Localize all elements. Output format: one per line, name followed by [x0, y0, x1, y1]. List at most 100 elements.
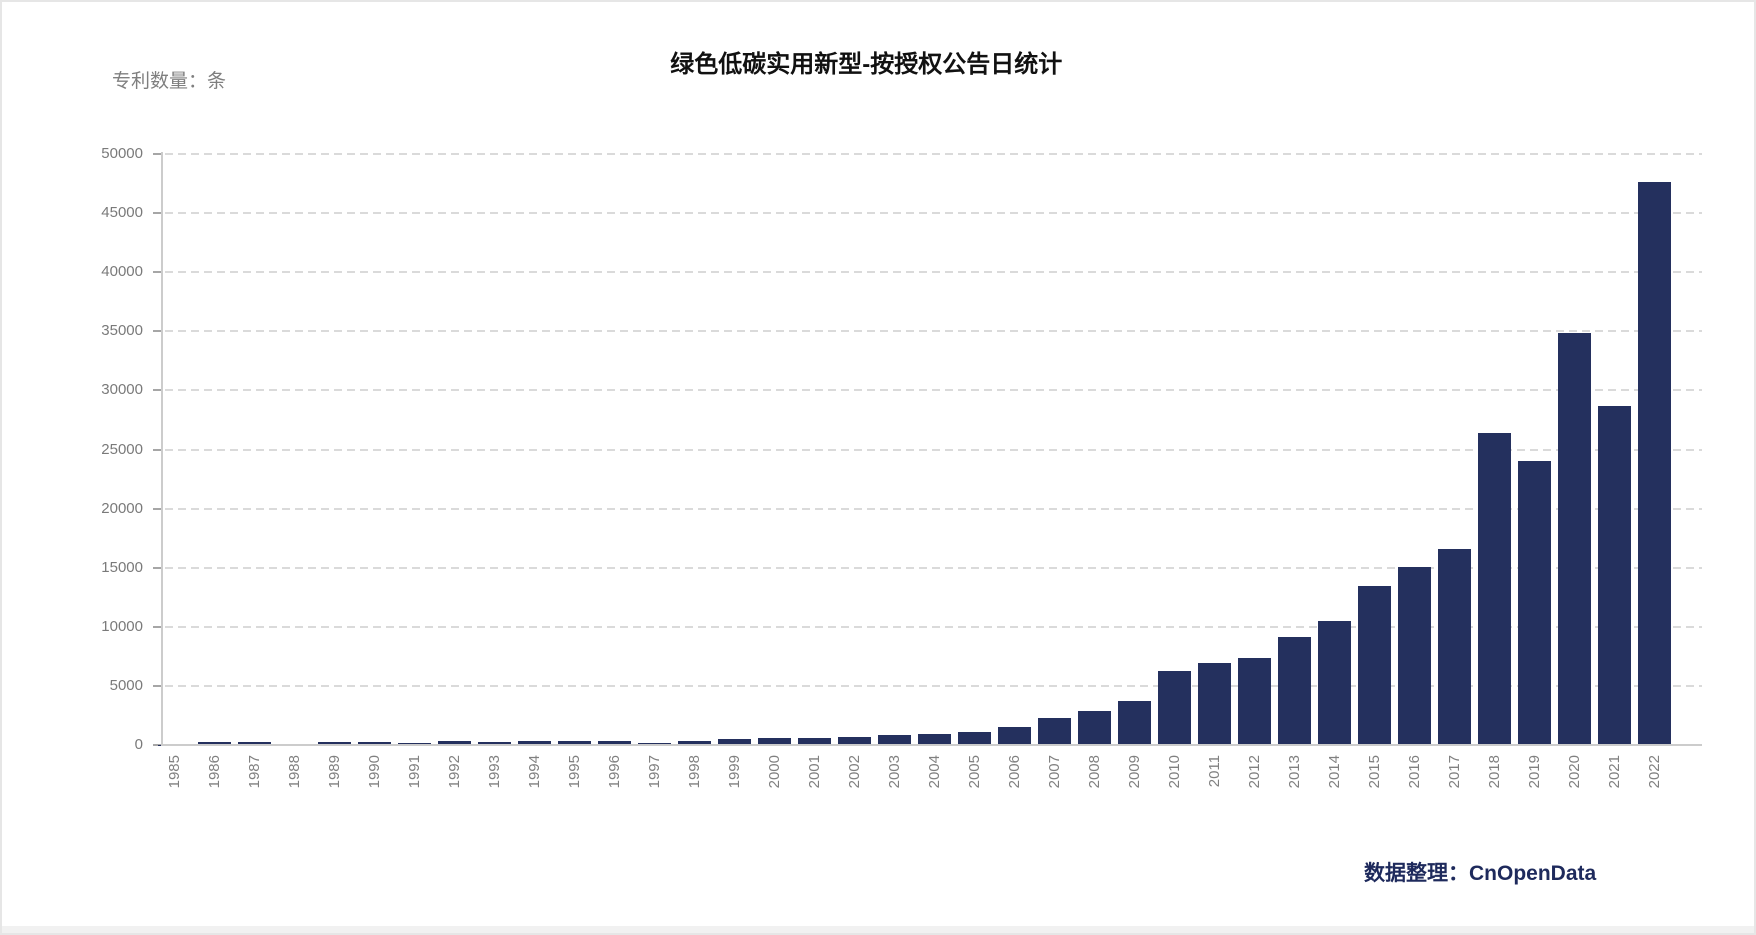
bar-1997 — [638, 742, 671, 745]
y-tick-mark — [153, 744, 161, 746]
gridline — [165, 448, 1702, 451]
x-tick-label: 2014 — [1325, 755, 1343, 789]
bar-2018 — [1478, 433, 1511, 745]
bar-2011 — [1198, 662, 1231, 745]
x-tick-label: 2020 — [1565, 755, 1583, 789]
bar-1986 — [198, 741, 231, 745]
bar-1999 — [718, 739, 751, 745]
x-tick-label: 2013 — [1285, 755, 1303, 789]
y-tick-label: 20000 — [101, 499, 143, 517]
y-tick-mark — [153, 271, 161, 274]
x-tick-label: 1985 — [165, 755, 183, 789]
y-tick-mark — [153, 389, 161, 392]
y-tick-label: 15000 — [101, 558, 143, 576]
bar-1993 — [478, 742, 511, 745]
x-tick-label: 1991 — [405, 755, 423, 789]
x-tick-label: 2005 — [965, 755, 983, 789]
y-tick-mark — [153, 507, 161, 510]
x-tick-label: 1996 — [605, 755, 623, 789]
bar-1992 — [438, 740, 471, 745]
bar-2002 — [838, 736, 871, 745]
x-axis-line — [161, 744, 1702, 746]
x-tick-label: 2015 — [1365, 755, 1383, 789]
y-tick-label: 45000 — [101, 204, 143, 222]
gridline — [165, 389, 1702, 392]
y-tick-label: 5000 — [109, 676, 143, 694]
bar-2000 — [758, 737, 791, 745]
x-tick-label: 2016 — [1405, 755, 1423, 789]
gridline — [165, 153, 1702, 155]
x-tick-label: 1989 — [325, 755, 343, 789]
x-tick-label: 1997 — [645, 755, 663, 789]
bar-1995 — [558, 741, 591, 745]
y-axis-line — [161, 152, 163, 746]
x-tick-label: 2000 — [765, 755, 783, 789]
y-tick-mark — [153, 330, 161, 333]
gridline — [165, 271, 1702, 274]
y-tick-mark — [153, 684, 161, 687]
bottom-strip — [2, 926, 1754, 933]
x-tick-label: 1993 — [485, 755, 503, 789]
x-tick-label: 2004 — [925, 755, 943, 789]
bar-2004 — [918, 733, 951, 745]
bar-1987 — [238, 741, 271, 745]
bar-2021 — [1598, 405, 1631, 745]
x-tick-label: 2021 — [1605, 755, 1623, 789]
bar-1998 — [678, 741, 711, 745]
x-tick-label: 1990 — [365, 755, 383, 789]
x-tick-label: 2006 — [1005, 755, 1023, 789]
y-tick-mark — [153, 448, 161, 451]
bar-1989 — [318, 742, 351, 745]
x-tick-label: 2001 — [805, 755, 823, 789]
y-tick-mark — [153, 212, 161, 215]
x-tick-label: 2008 — [1085, 755, 1103, 789]
gridline — [165, 684, 1702, 687]
x-tick-label: 2011 — [1205, 755, 1223, 788]
bar-2017 — [1438, 549, 1471, 745]
gridline — [165, 625, 1702, 628]
bar-1994 — [518, 740, 551, 745]
y-tick-label: 10000 — [101, 617, 143, 635]
x-tick-label: 1994 — [525, 755, 543, 789]
x-tick-label: 1995 — [565, 755, 583, 789]
y-tick-label: 50000 — [101, 145, 143, 162]
y-tick-label: 40000 — [101, 263, 143, 281]
x-tick-label: 2009 — [1125, 755, 1143, 789]
bar-2006 — [998, 727, 1031, 745]
chart-title: 绿色低碳实用新型-按授权公告日统计 — [670, 51, 1063, 78]
gridline — [165, 330, 1702, 333]
x-tick-label: 2003 — [885, 755, 903, 789]
attribution-label: 数据整理：CnOpenData — [1364, 862, 1597, 885]
y-tick-label: 25000 — [101, 440, 143, 458]
x-tick-label: 1999 — [725, 755, 743, 789]
bar-2010 — [1158, 670, 1191, 745]
y-tick-mark — [153, 625, 161, 628]
x-tick-label: 1988 — [285, 755, 303, 789]
x-tick-label: 1998 — [685, 755, 703, 789]
y-tick-mark — [153, 153, 161, 155]
x-tick-label: 1992 — [445, 755, 463, 789]
x-tick-label: 1987 — [245, 755, 263, 789]
y-tick-mark — [153, 566, 161, 569]
bar-2012 — [1238, 657, 1271, 745]
bar-2020 — [1558, 332, 1591, 745]
bar-2019 — [1518, 461, 1551, 745]
bar-2008 — [1078, 710, 1111, 745]
bar-2005 — [958, 732, 991, 745]
gridline — [165, 212, 1702, 215]
bar-2015 — [1358, 585, 1391, 745]
gridline — [165, 566, 1702, 569]
bar-1996 — [598, 741, 631, 745]
y-tick-label: 30000 — [101, 381, 143, 399]
x-tick-label: 2012 — [1245, 755, 1263, 789]
bar-2022 — [1638, 182, 1671, 745]
bar-2014 — [1318, 621, 1351, 745]
bar-2001 — [798, 738, 831, 745]
y-tick-label: 35000 — [101, 322, 143, 340]
x-tick-label: 2010 — [1165, 755, 1183, 789]
x-tick-label: 2017 — [1445, 755, 1463, 789]
y-axis-unit-label: 专利数量：条 — [112, 71, 227, 92]
y-tick-label: 0 — [134, 736, 143, 753]
bar-2013 — [1278, 636, 1311, 745]
